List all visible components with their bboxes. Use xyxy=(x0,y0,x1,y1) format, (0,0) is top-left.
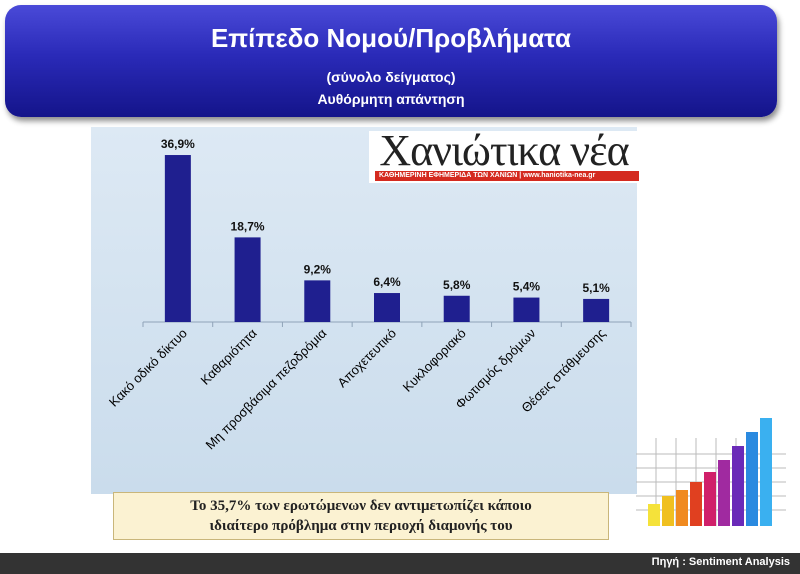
logo-wordmark: Χανιώτικα νέα xyxy=(379,126,629,175)
bar xyxy=(234,237,261,322)
summary-note-line2: ιδιαίτερο πρόβλημα στην περιοχή διαμονής… xyxy=(209,518,513,534)
data-label: 18,7% xyxy=(231,219,265,233)
bar xyxy=(583,298,610,322)
chart-panel: 36,9% Κακό οδικό δίκτυο 18,7% Καθαριότητα 9,… xyxy=(91,127,637,494)
source-label: Πηγή : Sentiment Analysis xyxy=(651,556,790,568)
footer-bar: Πηγή : Sentiment Analysis xyxy=(0,553,800,574)
bar-chart-icon xyxy=(636,418,786,526)
category-label: Κυκλοφοριακό xyxy=(400,326,469,395)
summary-note: Το 35,7% των ερωτώμενων δεν αντιμετωπίζε… xyxy=(113,492,609,540)
page-subtitle-answer: Αυθόρμητη απάντηση xyxy=(317,91,465,107)
bar xyxy=(164,155,191,322)
data-label: 5,8% xyxy=(443,278,471,292)
data-label: 36,9% xyxy=(161,137,195,151)
category-label: Καθαριότητα xyxy=(198,325,261,388)
summary-note-line1: Το 35,7% των ερωτώμενων δεν αντιμετωπίζε… xyxy=(190,498,532,514)
bar xyxy=(443,295,470,322)
header-banner: Επίπεδο Νομού/Προβλήματα (σύνολο δείγματ… xyxy=(5,5,777,117)
bar xyxy=(304,280,331,322)
logo-tagline: ΚΑΘΗΜΕΡΙΝΗ ΕΦΗΜΕΡΙΔΑ ΤΩΝ ΧΑΝΙΩΝ | www.ha… xyxy=(375,171,639,181)
page-title: Επίπεδο Νομού/Προβλήματα xyxy=(210,23,572,53)
bar-chart: 36,9% Κακό οδικό δίκτυο 18,7% Καθαριότητα 9,… xyxy=(106,137,632,452)
bar xyxy=(513,297,540,322)
category-label: Μη προσβάσιμα πεζοδρόμια xyxy=(203,325,330,452)
data-label: 5,1% xyxy=(582,281,610,295)
data-label: 9,2% xyxy=(304,262,332,276)
page-subtitle-sample: (σύνολο δείγματος) xyxy=(326,69,456,85)
category-label: Αποχετευτικό xyxy=(334,326,399,391)
data-label: 6,4% xyxy=(373,275,401,289)
category-label: Κακό οδικό δίκτυο xyxy=(106,326,190,410)
newspaper-logo: Χανιώτικα νέα ΚΑΘΗΜΕΡΙΝΗ ΕΦΗΜΕΡΙΔΑ ΤΩΝ Χ… xyxy=(369,126,639,183)
data-label: 5,4% xyxy=(513,280,541,294)
bar xyxy=(374,293,400,322)
